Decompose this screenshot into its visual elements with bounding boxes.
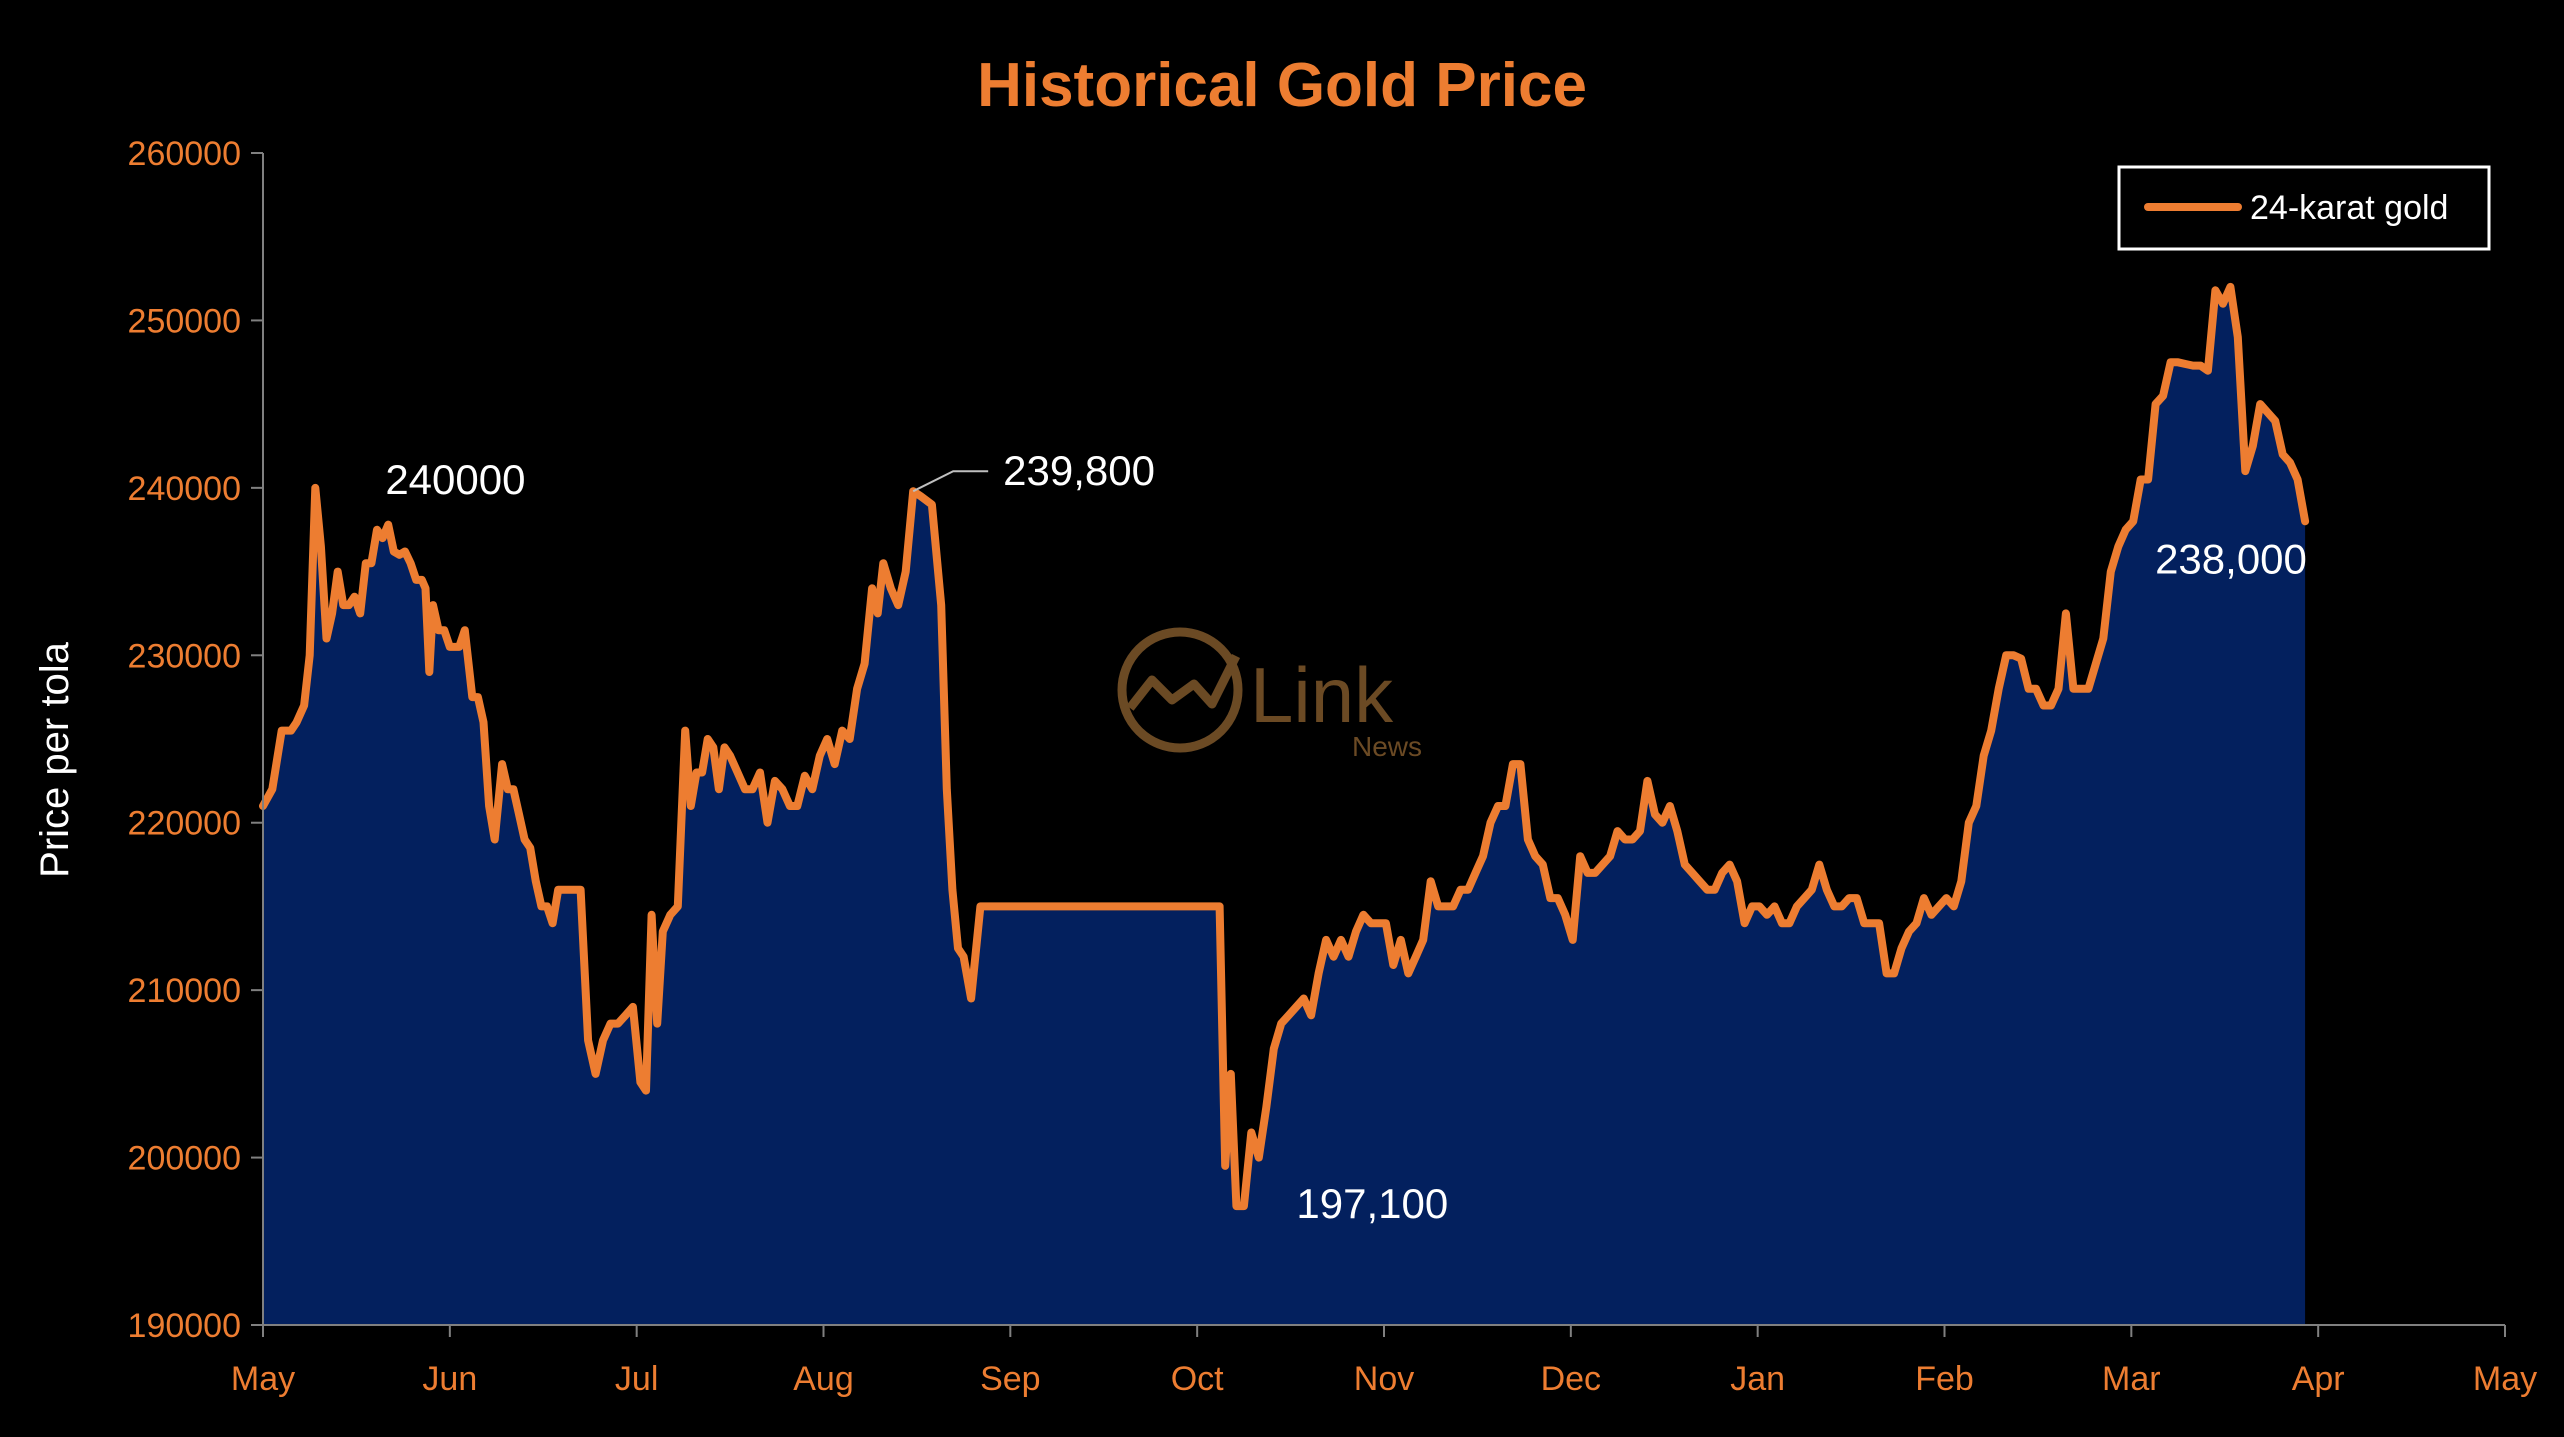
y-tick-label: 220000 [128,805,241,843]
data-label: 239,800 [1003,447,1155,494]
watermark: Link News [1117,627,1422,762]
x-tick-label: Feb [1915,1360,1974,1398]
x-tick-label: Aug [793,1360,854,1398]
data-label: 197,100 [1296,1180,1448,1227]
data-label: 240000 [385,456,525,503]
y-tick-label: 240000 [128,470,241,508]
watermark-text: Link [1250,651,1394,739]
y-axis-label: Price per tola [33,641,77,877]
y-tick-label: 260000 [128,135,241,173]
x-tick-label: Oct [1171,1360,1224,1398]
link-news-logo-icon [1117,627,1243,753]
x-tick-label: Mar [2102,1360,2161,1398]
legend-label: 24-karat gold [2250,189,2448,227]
y-tick-label: 190000 [128,1307,241,1345]
x-tick-label: Sep [980,1360,1041,1398]
series-area [263,286,2306,1325]
x-tick-label: Nov [1354,1360,1414,1398]
annotation-leader-line [912,470,989,493]
y-tick-label: 250000 [128,302,241,340]
x-tick-label: Jun [422,1360,477,1398]
x-tick-label: Jan [1730,1360,1785,1398]
x-tick-label: May [231,1360,295,1398]
legend: 24-karat gold [2117,165,2491,251]
x-tick-label: Apr [2292,1360,2345,1398]
annotation-layer: 240000 239,800 197,100 238,000 [385,447,2307,1227]
x-tick-label: May [2473,1360,2537,1398]
x-tick-label: Dec [1541,1360,1601,1398]
y-tick-label: 210000 [128,972,241,1010]
x-tick-label: Jul [615,1360,658,1398]
series-line [259,282,2310,1211]
area-layer [263,286,2306,1325]
y-tick-label: 230000 [128,637,241,675]
chart-title: Historical Gold Price [977,51,1587,120]
watermark-subtext: News [1352,731,1422,762]
data-label: 238,000 [2155,535,2307,582]
line-layer [259,282,2310,1211]
axes-layer: 190000 200000 210000 220000 230000 240000 2500… [128,135,2538,1398]
y-tick-label: 200000 [128,1140,241,1178]
